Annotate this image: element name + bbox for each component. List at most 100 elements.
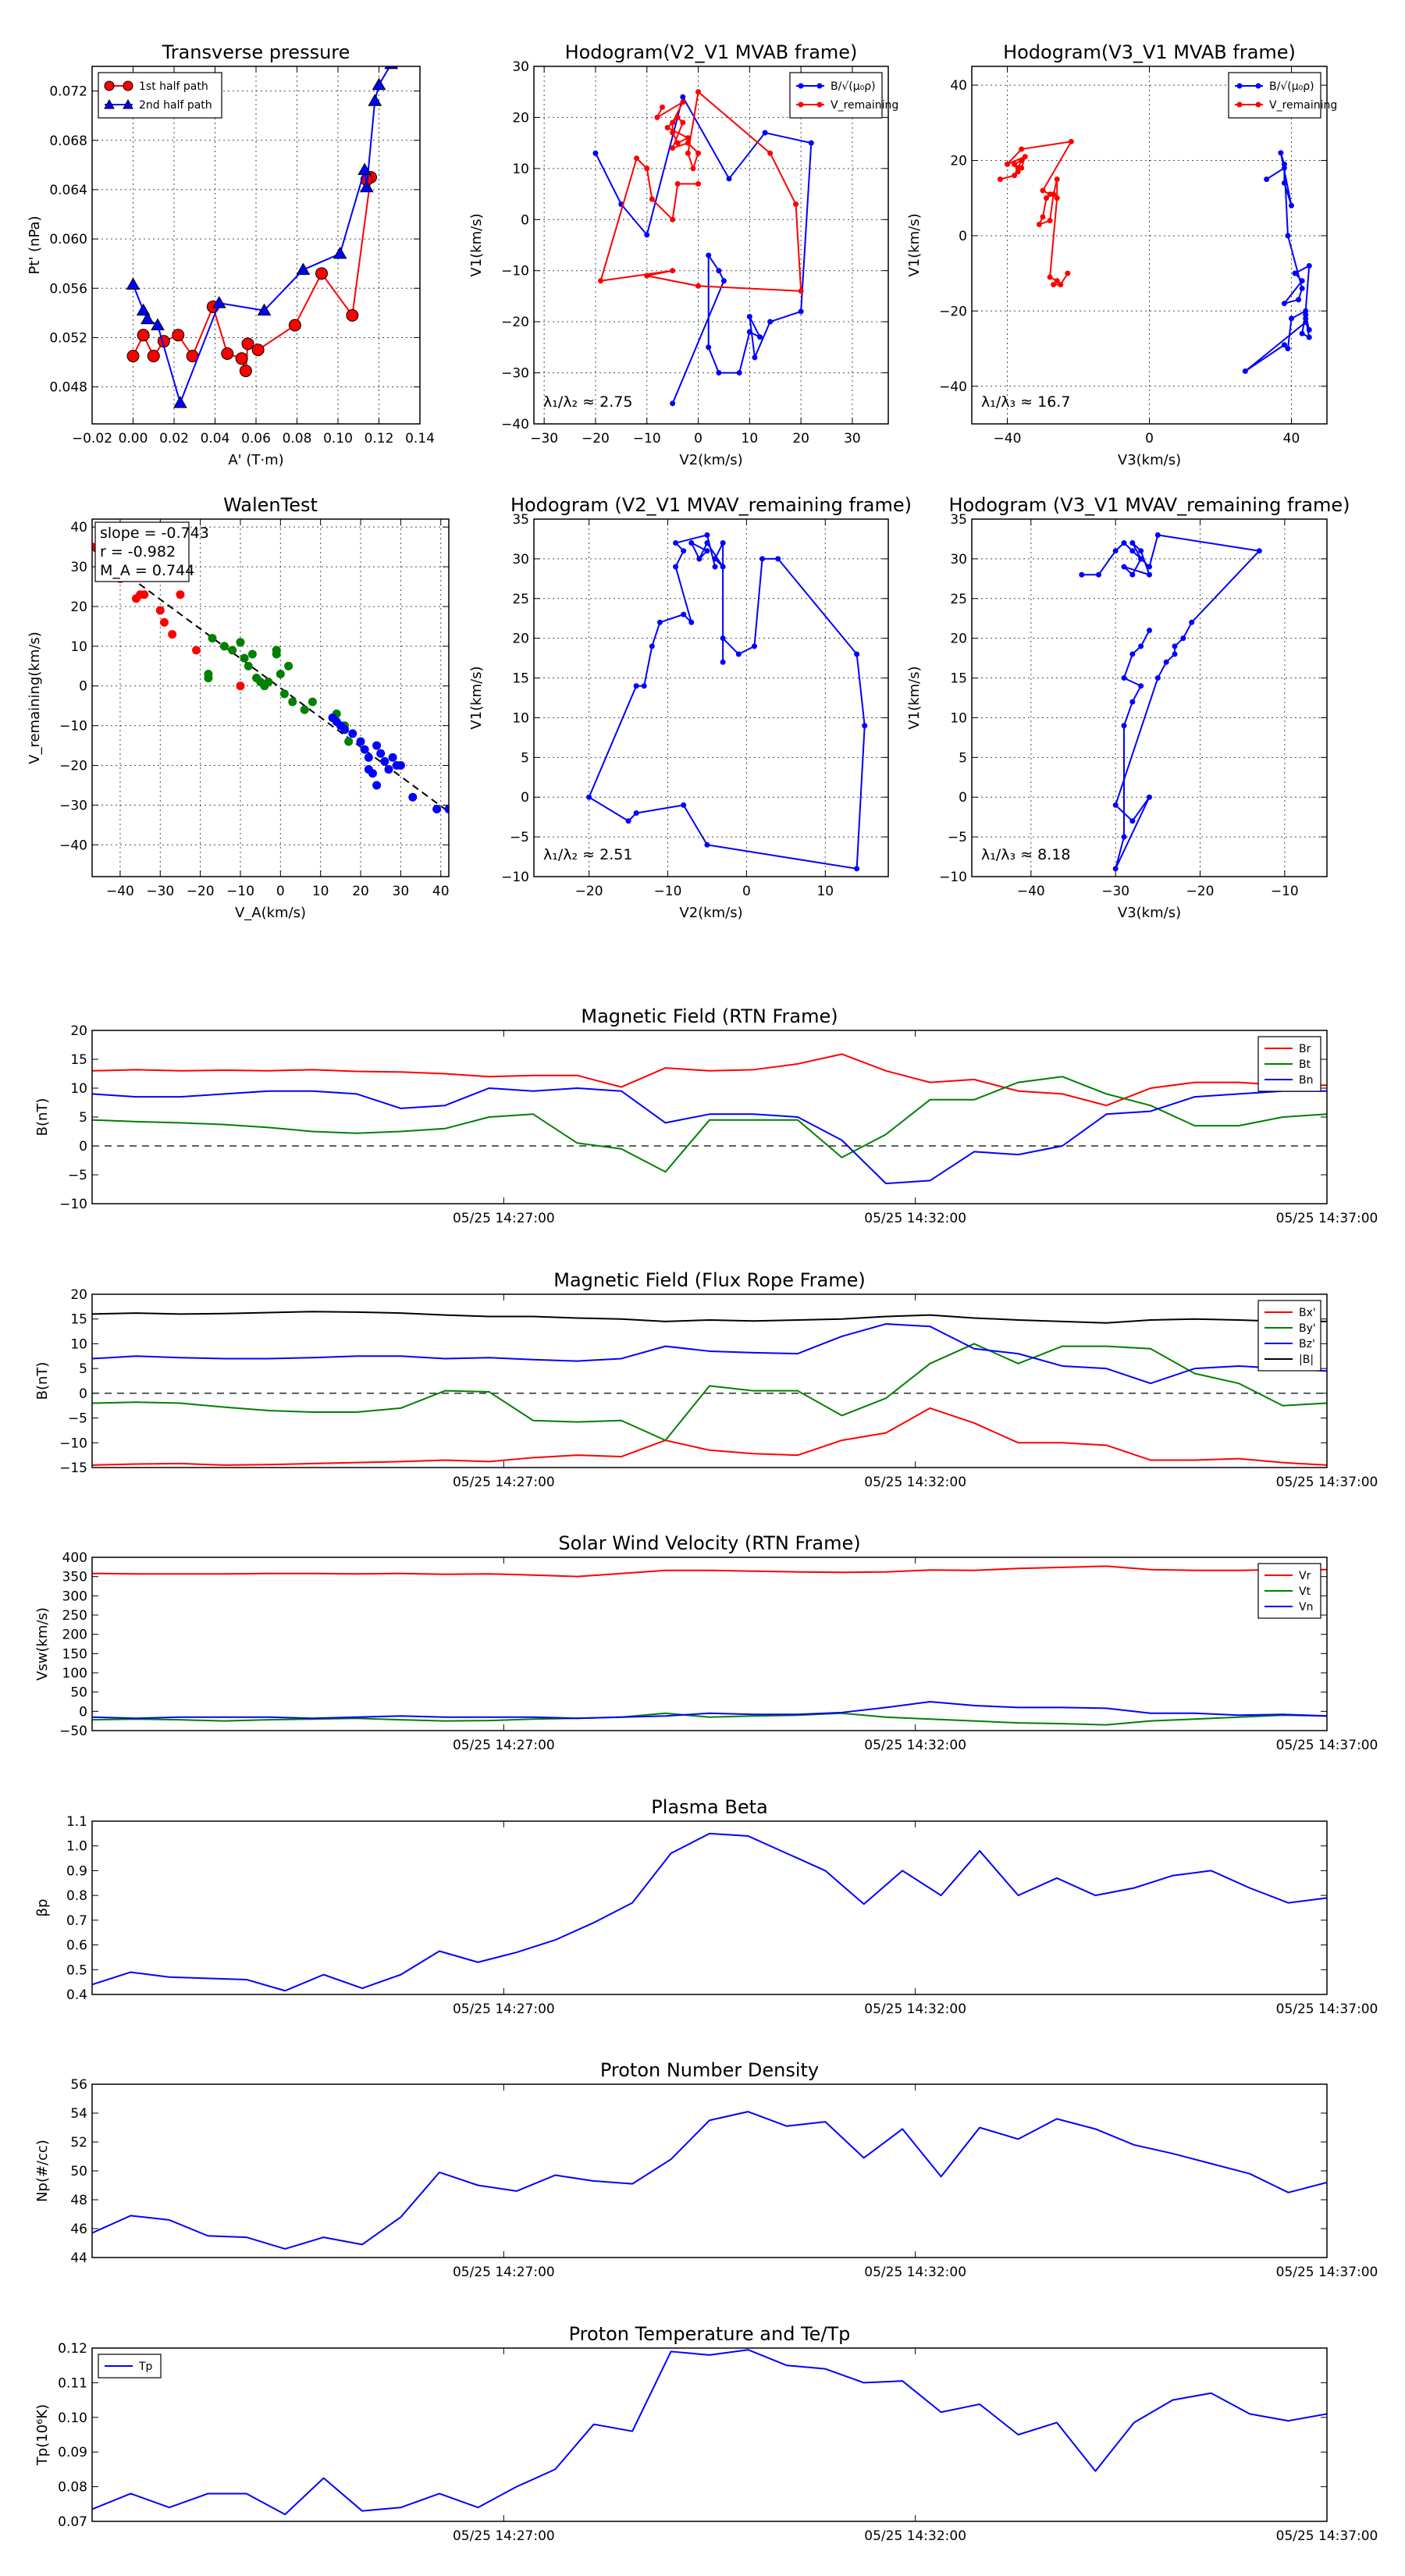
data-point (1058, 282, 1064, 288)
y-axis-label: V_remaining(km/s) (27, 632, 43, 764)
y-tick-label: 40 (70, 520, 87, 535)
y-tick-label: −10 (59, 719, 87, 735)
y-tick-label: 0.5 (66, 1962, 87, 1978)
axes-frame (533, 518, 889, 877)
data-point (235, 352, 248, 365)
legend-label: Bn (1299, 1074, 1313, 1087)
data-point (712, 564, 718, 570)
data-point (1040, 187, 1046, 194)
data-point (372, 77, 386, 91)
legend-label: Br (1299, 1043, 1311, 1055)
axes-frame (91, 1293, 1328, 1468)
x-axis-label: V2(km/s) (679, 452, 742, 468)
data-point (1138, 548, 1144, 554)
data-point (1256, 548, 1262, 554)
legend-label: By' (1299, 1322, 1316, 1335)
data-point (173, 396, 187, 408)
series-line-v (588, 534, 866, 870)
data-point (1299, 330, 1305, 336)
data-point (168, 630, 177, 639)
data-point (432, 804, 442, 813)
data-layer (592, 89, 814, 407)
data-point (315, 267, 328, 280)
x-tick-label: 05/25 14:27:00 (453, 2001, 555, 2017)
data-point (670, 145, 676, 151)
data-point (1112, 802, 1119, 808)
data-point (244, 661, 253, 671)
legend: Tp (98, 2354, 162, 2379)
data-point (633, 810, 639, 817)
data-point (688, 619, 695, 625)
y-tick-label: 5 (79, 1361, 87, 1377)
data-point (695, 150, 702, 156)
data-point (1172, 643, 1178, 649)
data-point (126, 277, 140, 290)
data-point (586, 794, 592, 800)
x-tick-label: −10 (226, 884, 254, 899)
data-point (793, 201, 799, 208)
y-tick-label: 10 (70, 1336, 87, 1352)
data-layer (92, 1053, 1327, 1185)
data-point (854, 866, 860, 872)
data-point (236, 681, 245, 691)
data-point (1054, 278, 1060, 284)
data-point (239, 365, 252, 378)
data-point (1147, 627, 1152, 633)
x-tick-label: 0 (276, 884, 285, 899)
data-point (681, 611, 687, 617)
data-point (1019, 165, 1025, 171)
y-tick-label: 54 (70, 2106, 87, 2122)
eigenvalue-ratio-annotation: λ₁/λ₂ ≈ 2.75 (543, 393, 632, 411)
data-point (1289, 315, 1294, 322)
data-point (746, 329, 752, 335)
data-point (1292, 270, 1298, 276)
data-point (1138, 683, 1144, 689)
data-point (251, 343, 265, 357)
y-tick-label: 5 (521, 750, 529, 766)
data-point (380, 756, 389, 766)
data-layer (126, 66, 399, 408)
data-point (155, 606, 165, 615)
data-point (236, 638, 245, 647)
data-point (1281, 342, 1287, 348)
data-point (1299, 278, 1305, 284)
series-line-vn (92, 1701, 1327, 1720)
x-tick-label: 05/25 14:32:00 (864, 1738, 966, 1753)
y-tick-label: −30 (501, 366, 529, 382)
data-point (1129, 818, 1136, 824)
data-point (808, 140, 814, 146)
data-point (1068, 138, 1074, 144)
y-tick-label: 300 (62, 1589, 87, 1604)
series-line-vremaining (1000, 141, 1072, 286)
data-point (388, 753, 397, 762)
data-point (368, 769, 377, 778)
data-point (680, 119, 686, 126)
data-point (1019, 158, 1025, 164)
chart-title: WalenTest (223, 494, 318, 516)
x-tick-label: 0.06 (241, 431, 271, 447)
x-tick-label: 05/25 14:37:00 (1276, 2001, 1378, 2017)
data-point (704, 540, 710, 546)
x-tick-label: 0.00 (119, 431, 148, 447)
y-tick-label: 30 (512, 59, 529, 75)
data-point (308, 697, 317, 706)
data-point (1172, 651, 1178, 657)
chart-title: Proton Number Density (600, 2059, 819, 2081)
data-point (1189, 619, 1195, 625)
series-line-b (595, 96, 813, 404)
y-tick-label: 25 (512, 592, 529, 607)
data-point (1019, 146, 1025, 152)
y-tick-label: 0.056 (49, 281, 87, 297)
x-tick-label: 05/25 14:32:00 (864, 2528, 966, 2544)
legend: Bx' By' Bz' |B| (1257, 1300, 1321, 1372)
y-tick-label: 15 (70, 1312, 87, 1328)
data-point (219, 642, 229, 651)
y-tick-label: 150 (62, 1646, 87, 1662)
x-tick-label: −30 (146, 884, 174, 899)
data-point (1154, 675, 1161, 681)
data-point (1047, 218, 1053, 224)
data-layer (1079, 532, 1262, 872)
legend-label: V_remaining (1269, 99, 1337, 112)
data-point (680, 94, 686, 100)
